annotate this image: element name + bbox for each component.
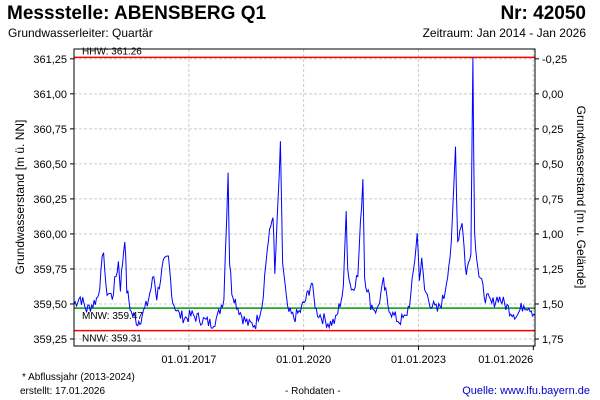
reference-label: NNW: 359.31	[82, 334, 142, 345]
x-axis-ticks: 01.01.2017 01.01.2020 01.01.2023 01.01.2026	[161, 346, 534, 366]
left-axis-ticks: 359,25 359,50 359,75 360,00 360,25 360,50 360,…	[33, 54, 74, 346]
x-tick-label: 01.01.2026	[478, 354, 533, 366]
period-label: Zeitraum: Jan 2014 - Jan 2026	[422, 26, 586, 40]
x-tick-label: 01.01.2023	[391, 354, 446, 366]
reference-lines: HHW: 361.26 MNW: 359.47 NNW: 359.31	[74, 46, 535, 345]
station-title: Messstelle: ABENSBERG Q1	[7, 3, 267, 24]
reference-label: HHW: 361.26	[82, 46, 142, 57]
y2-tick-label: 0,75	[542, 194, 563, 206]
y-tick-label: 359,50	[33, 299, 67, 311]
footnote: * Abflussjahr (2013-2024)	[22, 372, 135, 383]
y-tick-label: 361,25	[33, 54, 67, 66]
aquifer-label: Grundwasserleiter: Quartär	[8, 26, 153, 40]
plot-frame	[73, 48, 536, 347]
right-axis-title: Grundwasserstand [m u. Gelände]	[574, 106, 588, 289]
grid-lines	[74, 49, 535, 346]
source-link[interactable]: Quelle: www.lfu.bayern.de	[462, 385, 590, 397]
y-tick-label: 361,00	[33, 89, 67, 101]
y2-tick-label: 0,50	[542, 159, 563, 171]
x-tick-label: 01.01.2020	[276, 354, 331, 366]
y2-tick-label: 1,50	[542, 299, 563, 311]
x-tick-label: 01.01.2017	[161, 354, 216, 366]
y2-tick-label: 1,00	[542, 229, 563, 241]
station-number: Nr: 42050	[500, 3, 586, 24]
y-tick-label: 360,75	[33, 124, 67, 136]
raw-data-label: - Rohdaten -	[285, 386, 341, 397]
right-axis-ticks: 1,75 1,50 1,25 1,00 0,75 0,50 0,25 0,00 -0,25	[535, 54, 567, 346]
left-axis-title: Grundwasserstand [m ü. NN]	[13, 120, 27, 275]
y2-tick-label: 0,00	[542, 89, 563, 101]
y2-tick-label: 1,25	[542, 264, 563, 276]
y-tick-label: 360,00	[33, 229, 67, 241]
y2-tick-label: 1,75	[542, 334, 563, 346]
y2-tick-label: -0,25	[542, 54, 567, 66]
groundwater-series-line	[73, 57, 536, 330]
y-tick-label: 359,25	[33, 334, 67, 346]
reference-label: MNW: 359.47	[82, 311, 143, 322]
created-date: erstellt: 17.01.2026	[20, 386, 106, 397]
y-tick-label: 360,50	[33, 159, 67, 171]
y-tick-label: 359,75	[33, 264, 67, 276]
y-tick-label: 360,25	[33, 194, 67, 206]
y2-tick-label: 0,25	[542, 124, 563, 136]
